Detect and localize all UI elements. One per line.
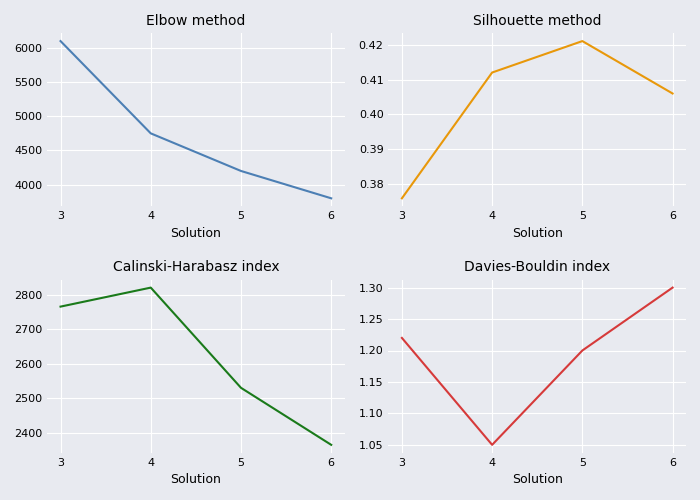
X-axis label: Solution: Solution xyxy=(170,226,221,239)
Title: Calinski-Harabasz index: Calinski-Harabasz index xyxy=(113,260,279,274)
X-axis label: Solution: Solution xyxy=(512,473,563,486)
Title: Silhouette method: Silhouette method xyxy=(473,14,601,28)
Title: Elbow method: Elbow method xyxy=(146,14,246,28)
X-axis label: Solution: Solution xyxy=(512,226,563,239)
Title: Davies-Bouldin index: Davies-Bouldin index xyxy=(464,260,610,274)
X-axis label: Solution: Solution xyxy=(170,473,221,486)
